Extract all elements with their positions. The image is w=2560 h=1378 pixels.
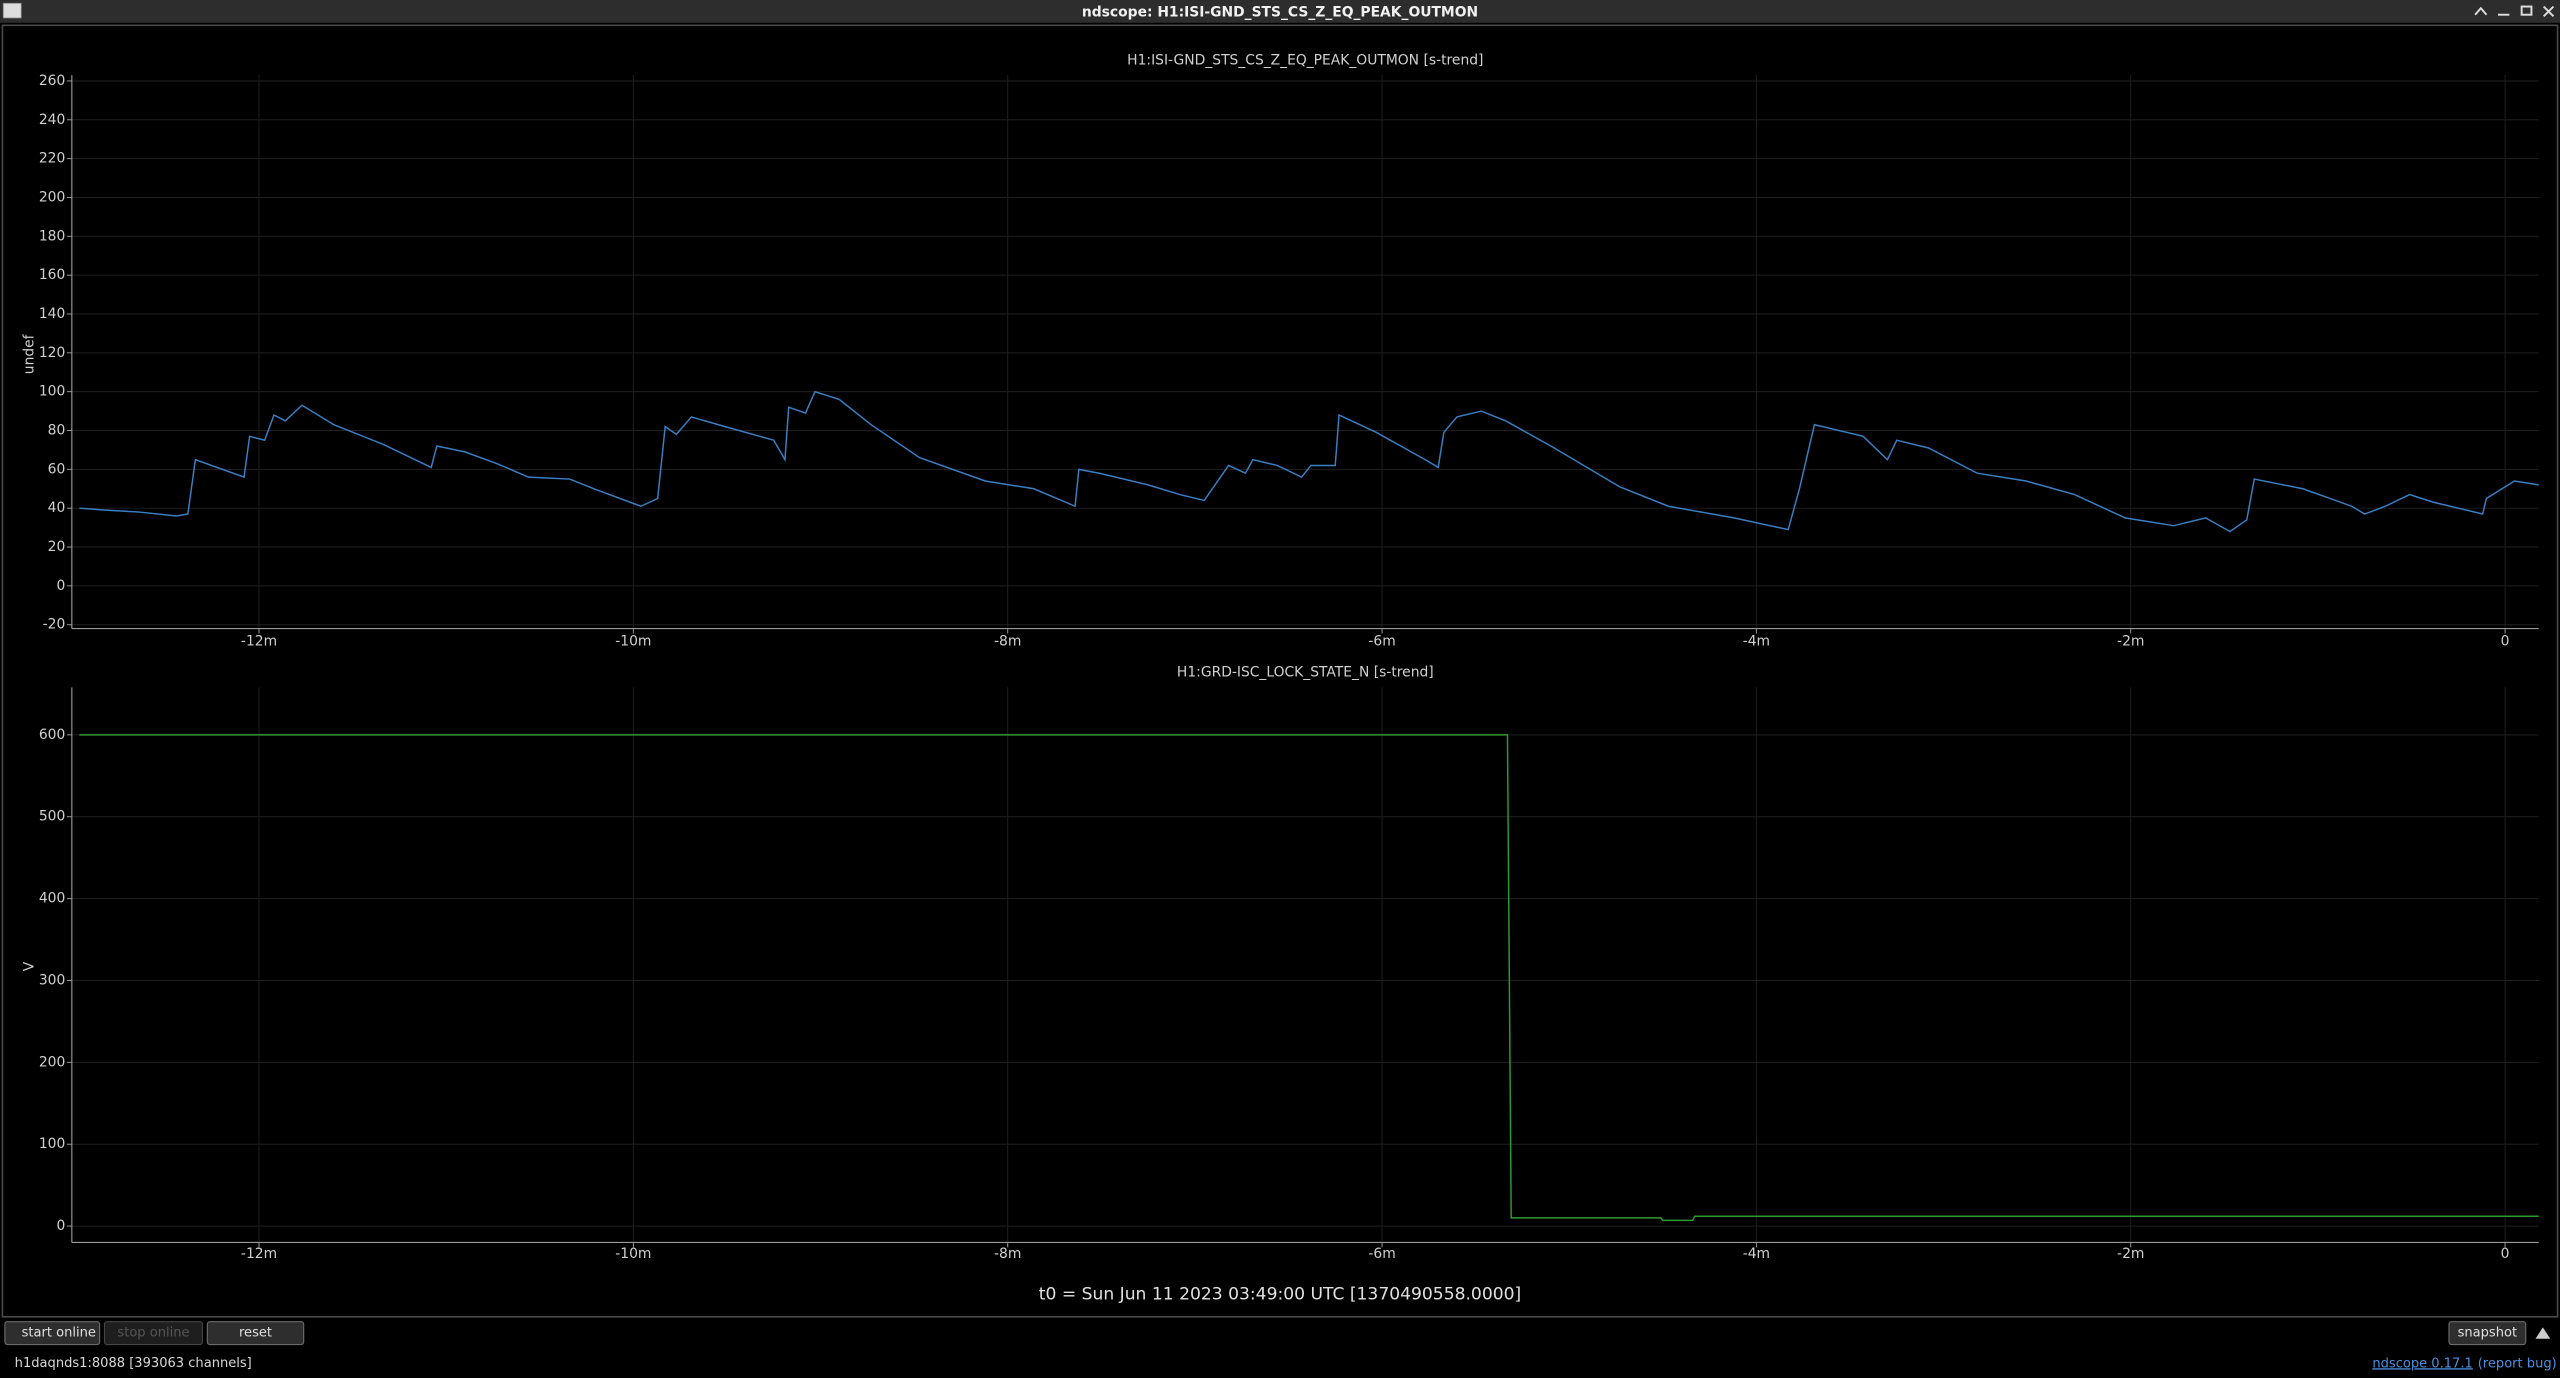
button-label: stop online bbox=[117, 1326, 189, 1341]
x-tick-label: -8m bbox=[994, 1246, 1021, 1262]
x-tick-label: 0 bbox=[2501, 634, 2510, 650]
status-text: h1daqnds1:8088 [393063 channels] bbox=[15, 1356, 252, 1371]
button-start-online[interactable]: start online bbox=[4, 1321, 101, 1346]
y-tick-label: 600 bbox=[39, 727, 65, 743]
x-tick-label: -6m bbox=[1368, 634, 1395, 650]
y-tick-label: 0 bbox=[56, 578, 65, 594]
x-tick-label: 0 bbox=[2501, 1246, 2510, 1262]
x-tick-label: -10m bbox=[615, 634, 651, 650]
y-tick-label: 80 bbox=[48, 423, 66, 439]
y-axis-label: V bbox=[21, 961, 37, 971]
version-link[interactable]: ndscope 0.17.1 bbox=[2372, 1356, 2472, 1371]
data-line bbox=[79, 734, 2539, 1222]
y-tick-label: 500 bbox=[39, 809, 65, 825]
expand-arrow[interactable] bbox=[2535, 1327, 2551, 1339]
y-tick-label: 100 bbox=[39, 384, 65, 400]
button-frame[interactable] bbox=[4, 1321, 101, 1346]
y-tick-label: 140 bbox=[39, 306, 65, 322]
y-tick-label: 180 bbox=[39, 228, 65, 244]
y-tick-label: 200 bbox=[39, 189, 65, 205]
plot-frame bbox=[1, 24, 2559, 1318]
version-info: ndscope 0.17.1 (report bug) bbox=[2372, 1356, 2556, 1371]
x-tick-label: -6m bbox=[1368, 1246, 1395, 1262]
button-label[interactable]: start online bbox=[22, 1326, 96, 1341]
title-bar bbox=[0, 0, 2560, 23]
y-tick-label: 200 bbox=[39, 1054, 65, 1070]
button-label[interactable]: snapshot bbox=[2458, 1326, 2518, 1341]
button-frame bbox=[103, 1321, 204, 1346]
button-reset[interactable]: reset bbox=[206, 1321, 305, 1346]
x-tick-label: -10m bbox=[615, 1246, 651, 1262]
y-tick-label: 0 bbox=[56, 1218, 65, 1234]
x-tick-label: -4m bbox=[1743, 1246, 1770, 1262]
y-tick-label: 120 bbox=[39, 345, 65, 361]
app-icon bbox=[2, 2, 22, 19]
y-tick-label: 100 bbox=[39, 1136, 65, 1152]
y-tick-label: -20 bbox=[43, 617, 66, 633]
x-tick-label: -12m bbox=[241, 634, 277, 650]
close-button[interactable] bbox=[2542, 5, 2555, 18]
maximize-button[interactable] bbox=[2520, 5, 2533, 16]
button-label[interactable]: reset bbox=[239, 1326, 272, 1341]
y-axis-label: undef bbox=[21, 333, 37, 374]
button-frame[interactable] bbox=[206, 1321, 305, 1346]
button-snapshot[interactable]: snapshot bbox=[2448, 1321, 2527, 1346]
button-stop-online: stop online bbox=[103, 1321, 204, 1346]
x-tick-label: -2m bbox=[2117, 634, 2144, 650]
x-tick-label: -4m bbox=[1743, 634, 1770, 650]
button-frame[interactable] bbox=[2448, 1321, 2527, 1346]
chart-title: H1:GRD-ISC_LOCK_STATE_N [s-trend] bbox=[1177, 665, 1434, 681]
y-tick-label: 160 bbox=[39, 267, 65, 283]
x-tick-label: -12m bbox=[241, 1246, 277, 1262]
y-tick-label: 60 bbox=[48, 461, 66, 477]
t0-label: t0 = Sun Jun 11 2023 03:49:00 UTC [13704… bbox=[1039, 1285, 1521, 1305]
chart-title: H1:ISI-GND_STS_CS_Z_EQ_PEAK_OUTMON [s-tr… bbox=[1127, 52, 1483, 68]
y-tick-label: 400 bbox=[39, 891, 65, 907]
y-tick-label: 300 bbox=[39, 972, 65, 988]
keep-above-button[interactable] bbox=[2474, 6, 2488, 16]
main-area bbox=[0, 22, 2560, 1378]
report-bug-link[interactable]: (report bug) bbox=[2478, 1356, 2557, 1371]
y-tick-label: 20 bbox=[48, 539, 66, 555]
y-tick-label: 240 bbox=[39, 112, 65, 128]
y-tick-label: 40 bbox=[48, 500, 66, 516]
window-title: ndscope: H1:ISI-GND_STS_CS_Z_EQ_PEAK_OUT… bbox=[1082, 4, 1478, 20]
x-tick-label: -2m bbox=[2117, 1246, 2144, 1262]
x-tick-label: -8m bbox=[994, 634, 1021, 650]
y-tick-label: 260 bbox=[39, 73, 65, 89]
y-tick-label: 220 bbox=[39, 151, 65, 167]
data-line bbox=[79, 390, 2539, 533]
